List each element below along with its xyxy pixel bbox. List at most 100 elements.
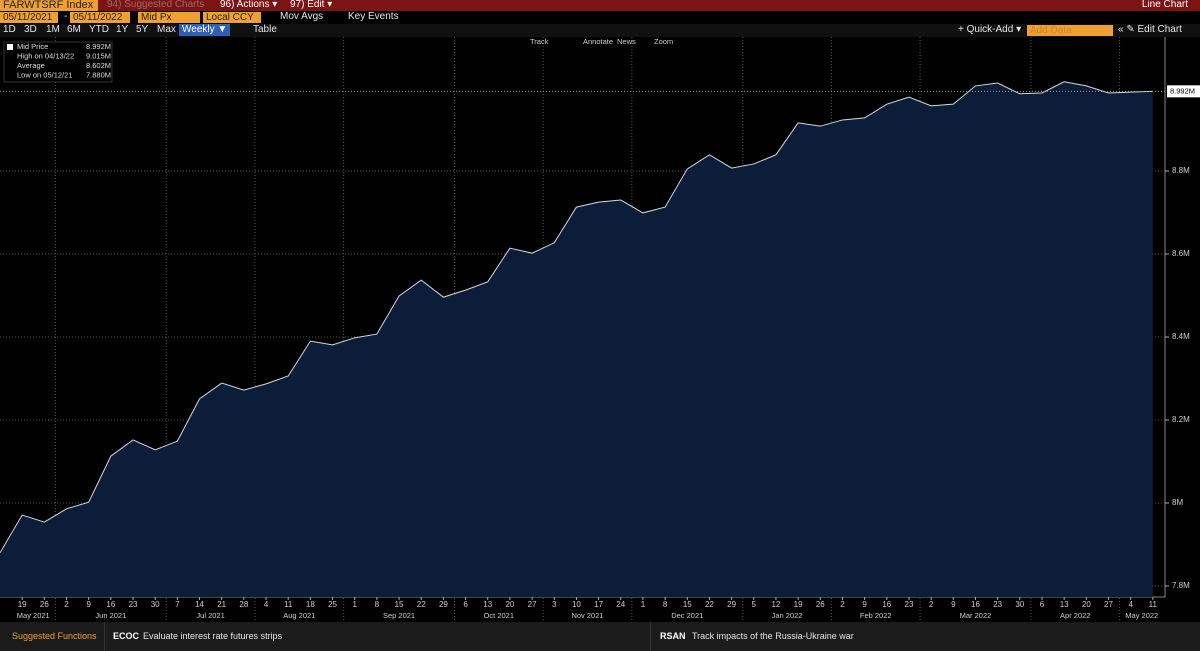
x-month-label: Jun 2021 [95, 611, 126, 620]
x-tick-label: 24 [616, 600, 625, 609]
x-tick-label: 23 [993, 600, 1002, 609]
x-tick-label: 4 [1128, 600, 1133, 609]
frequency-select[interactable]: Weekly ▼ [179, 24, 231, 36]
range-button[interactable]: 6M [67, 24, 81, 35]
title-bar: FARWTSRF Index 94) Suggested Charts 96) … [0, 0, 1200, 11]
x-tick-label: 2 [840, 600, 845, 609]
x-tick-label: 19 [18, 600, 27, 609]
x-tick-label: 8 [663, 600, 668, 609]
legend-label: Low on 05/12/21 [17, 70, 72, 79]
function-text[interactable]: Evaluate interest rate futures strips [143, 631, 283, 641]
footer: Suggested Functions ECOC Evaluate intere… [0, 622, 1200, 651]
actions-menu[interactable]: 96) Actions ▾ [220, 0, 278, 10]
x-tick-label: 11 [284, 600, 293, 609]
legend-value: 9.015M [86, 51, 111, 60]
x-tick-label: 9 [951, 600, 956, 609]
x-tick-label: 27 [528, 600, 537, 609]
x-month-label: May 2021 [17, 611, 50, 620]
chart-tool[interactable]: Zoom [654, 37, 673, 46]
x-tick-label: 22 [705, 600, 714, 609]
x-tick-label: 23 [905, 600, 914, 609]
ticker-field[interactable]: FARWTSRF Index [0, 0, 98, 11]
x-tick-label: 23 [129, 600, 138, 609]
x-month-label: May 2022 [1125, 611, 1158, 620]
chart: May 2021 Jun 2021 Jul 2021 Aug 2021 Sep 2021… [0, 37, 1200, 622]
x-tick-label: 25 [328, 600, 337, 609]
last-value-box [1167, 85, 1200, 98]
function-code[interactable]: ECOC [113, 631, 140, 641]
x-month-label: Dec 2021 [671, 611, 703, 620]
x-month-label: Feb 2022 [860, 611, 892, 620]
x-tick-label: 2 [64, 600, 69, 609]
divider [104, 622, 105, 651]
x-tick-label: 30 [151, 600, 160, 609]
x-tick-label: 7 [175, 600, 180, 609]
x-tick-label: 27 [1104, 600, 1113, 609]
chart-kind: Line Chart [1141, 0, 1188, 10]
quick-add[interactable]: + Quick-Add ▾ [958, 24, 1022, 35]
field-select[interactable]: Mid Px [138, 12, 200, 23]
edit-chart[interactable]: « ✎ Edit Chart [1118, 24, 1182, 35]
chart-tool[interactable]: News [617, 37, 636, 46]
x-tick-label: 20 [505, 600, 514, 609]
x-tick-label: 16 [971, 600, 980, 609]
function-code[interactable]: RSAN [660, 631, 686, 641]
x-month-label: Jul 2021 [196, 611, 224, 620]
currency-select[interactable]: Local CCY [203, 12, 261, 23]
x-tick-label: 1 [641, 600, 646, 609]
x-month-label: Sep 2021 [383, 611, 415, 620]
range-button[interactable]: Max [157, 24, 176, 35]
x-tick-label: 26 [40, 600, 49, 609]
range-button[interactable]: 5Y [136, 24, 149, 35]
x-month-label: Nov 2021 [571, 611, 603, 620]
y-tick-label: 8.6M [1172, 249, 1190, 258]
legend-box [3, 41, 113, 83]
legend-label: Mid Price [17, 42, 48, 51]
table-button[interactable]: Table [253, 24, 277, 35]
add-data[interactable]: Add Data [1027, 25, 1113, 36]
legend-value: 8.602M [86, 61, 111, 70]
x-tick-label: 17 [594, 600, 603, 609]
x-tick-label: 13 [483, 600, 492, 609]
y-tick-label: 7.8M [1172, 581, 1190, 590]
mov-avgs[interactable]: Mov Avgs [280, 11, 324, 22]
function-text[interactable]: Track impacts of the Russia-Ukraine war [692, 631, 854, 641]
x-tick-label: 8 [375, 600, 380, 609]
key-events[interactable]: Key Events [348, 11, 399, 22]
range-button[interactable]: 3D [24, 24, 37, 35]
x-tick-label: 21 [217, 600, 226, 609]
x-tick-label: 18 [306, 600, 315, 609]
x-tick-label: 29 [727, 600, 736, 609]
x-tick-label: 2 [929, 600, 934, 609]
legend-swatch [7, 44, 13, 50]
area [0, 81, 1153, 598]
range-button[interactable]: 1Y [116, 24, 129, 35]
x-tick-label: 20 [1082, 600, 1091, 609]
chart-tool[interactable]: Annotate [583, 37, 613, 46]
x-tick-label: 13 [1060, 600, 1069, 609]
y-tick-label: 8.2M [1172, 415, 1190, 424]
chart-tool[interactable]: Track [530, 37, 549, 46]
suggested-functions[interactable]: Suggested Functions [12, 631, 97, 641]
x-tick-label: 16 [106, 600, 115, 609]
range-button[interactable]: 1D [3, 24, 16, 35]
x-tick-label: 30 [1015, 600, 1024, 609]
range-button[interactable]: 1M [46, 24, 60, 35]
edit-menu[interactable]: 97) Edit ▾ [290, 0, 333, 10]
range-button[interactable]: YTD [89, 24, 109, 35]
x-tick-label: 14 [195, 600, 204, 609]
x-tick-label: 28 [239, 600, 248, 609]
legend-label: Average [17, 61, 45, 70]
x-month-label: Mar 2022 [960, 611, 992, 620]
x-tick-label: 15 [683, 600, 692, 609]
start-date[interactable]: 05/11/2021 [0, 12, 58, 23]
line [0, 81, 1153, 554]
last-value-label: 8.992M [1170, 86, 1195, 95]
x-tick-label: 6 [463, 600, 468, 609]
x-tick-label: 19 [794, 600, 803, 609]
y-tick-label: 8.4M [1172, 332, 1190, 341]
x-tick-label: 12 [771, 600, 780, 609]
suggested-charts[interactable]: 94) Suggested Charts [107, 0, 205, 10]
end-date[interactable]: 05/11/2022 [70, 12, 130, 23]
x-tick-label: 4 [264, 600, 269, 609]
